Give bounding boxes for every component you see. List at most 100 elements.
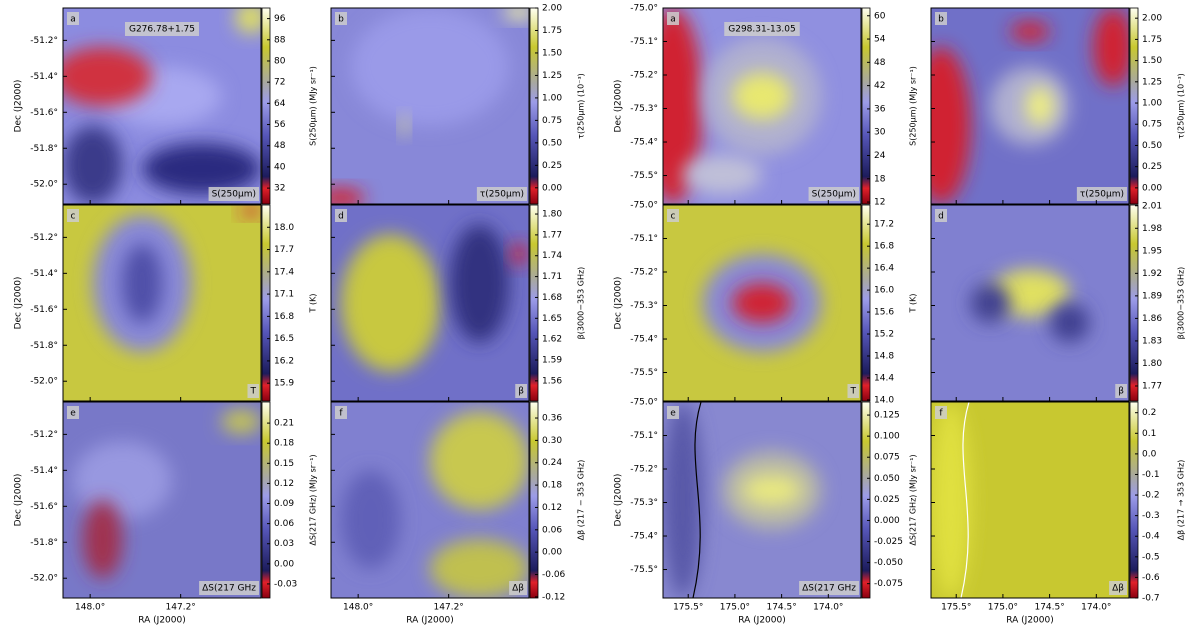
colorbar-tick-label: 18 bbox=[874, 174, 886, 184]
y-tick-label: -75.3° bbox=[630, 301, 658, 311]
colorbar-tick-label: 36 bbox=[874, 104, 886, 114]
image-feature bbox=[331, 188, 365, 204]
colorbar-tick-label: 0.12 bbox=[542, 503, 562, 513]
x-tick-label: 174.5° bbox=[1034, 603, 1064, 613]
panel-letter: e bbox=[70, 409, 76, 419]
image-feature bbox=[1093, 8, 1129, 87]
image-feature bbox=[970, 283, 1011, 323]
image-feature bbox=[1049, 303, 1090, 343]
colorbar-tick-label: -0.6 bbox=[1142, 573, 1160, 583]
colorbar-label: ΔS(217 GHz) (MJy sr⁻¹) bbox=[909, 454, 918, 545]
image-feature bbox=[63, 125, 123, 204]
image-feature bbox=[511, 242, 528, 266]
colorbar-tick-label: 96 bbox=[274, 14, 286, 24]
y-tick-label: -51.2° bbox=[30, 430, 58, 440]
colorbar-tick-label: 0.25 bbox=[1142, 162, 1162, 172]
image-feature bbox=[742, 474, 802, 506]
colorbar-tick-label: 15.2 bbox=[874, 330, 894, 340]
colorbar-tick-label: 1.00 bbox=[542, 93, 562, 103]
panel-label: S(250μm) bbox=[212, 190, 256, 200]
contour-line bbox=[692, 402, 702, 598]
panel-label: T bbox=[850, 387, 857, 397]
y-tick-label: -51.4° bbox=[30, 269, 58, 279]
colorbar-tick-label: 16.8 bbox=[874, 242, 894, 252]
panel-label: Δβ bbox=[1112, 584, 1124, 594]
panel-frame bbox=[62, 204, 262, 402]
panel-image bbox=[931, 402, 1129, 598]
panel-label-box bbox=[808, 187, 859, 201]
colorbar-tick-label: -0.050 bbox=[874, 558, 903, 568]
colorbar-tick-label: 1.92 bbox=[1142, 269, 1162, 279]
colorbar-tick-label: 0.050 bbox=[874, 474, 900, 484]
colorbar-tick-label: 1.56 bbox=[542, 376, 562, 386]
panel-letter: b bbox=[938, 15, 944, 25]
y-tick-label: -75.5° bbox=[630, 565, 658, 575]
colorbar-tick-label: -0.5 bbox=[1142, 552, 1160, 562]
y-tick-label: -51.8° bbox=[30, 341, 58, 351]
y-axis-label: Dec (J2000) bbox=[14, 474, 24, 527]
y-tick-label: -75.1° bbox=[630, 431, 658, 441]
colorbar-label: T (K) bbox=[309, 294, 318, 314]
colorbar-tick-label: 0.000 bbox=[874, 516, 900, 526]
colorbar-tick-label: 1.95 bbox=[1142, 246, 1162, 256]
colorbar-tick-label: -0.03 bbox=[274, 579, 297, 589]
panel-letter: a bbox=[70, 15, 76, 25]
y-tick-label: -75.3° bbox=[630, 498, 658, 508]
y-tick-label: -52.0° bbox=[30, 574, 58, 584]
x-axis-label: RA (J2000) bbox=[738, 616, 786, 626]
image-feature bbox=[931, 47, 971, 204]
panel-image bbox=[63, 402, 261, 598]
image-feature bbox=[990, 269, 1070, 317]
colorbar bbox=[1129, 401, 1139, 599]
colorbar-label: ΔS(217 GHz) (MJy sr⁻¹) bbox=[309, 454, 318, 545]
panel-frame bbox=[930, 204, 1130, 402]
panel-letter-box bbox=[335, 12, 347, 25]
colorbar bbox=[1129, 7, 1139, 205]
panel-label-box bbox=[515, 384, 527, 398]
colorbar-tick-label: 12 bbox=[874, 198, 885, 208]
y-tick-label: -75.2° bbox=[630, 71, 658, 81]
colorbar-tick-label: -0.2 bbox=[1142, 491, 1160, 501]
colorbar-tick-label: 0.21 bbox=[274, 419, 294, 429]
y-axis-label: Dec (J2000) bbox=[614, 277, 624, 330]
y-tick-label: -51.2° bbox=[30, 233, 58, 243]
image-feature bbox=[430, 411, 529, 510]
image-feature bbox=[682, 155, 763, 195]
colorbar-tick-label: 0.12 bbox=[274, 479, 294, 489]
colorbar-tick-label: 2.00 bbox=[542, 4, 562, 14]
panel-image bbox=[663, 8, 861, 204]
colorbar-tick-label: 1.62 bbox=[542, 335, 562, 345]
panel-label: T bbox=[250, 387, 257, 397]
panel-frame bbox=[662, 204, 862, 402]
colorbar-tick-label: 17.4 bbox=[274, 267, 294, 277]
colorbar-tick-label: -0.12 bbox=[542, 592, 565, 602]
colorbar-label: τ(250μm) (10⁻³) bbox=[1177, 73, 1186, 139]
colorbar-tick-label: 0.09 bbox=[274, 499, 294, 509]
y-tick-label: -52.0° bbox=[30, 377, 58, 387]
colorbar-tick-label: -0.4 bbox=[1142, 532, 1160, 542]
y-tick-label: -51.6° bbox=[30, 502, 58, 512]
y-tick-label: -75.0° bbox=[630, 201, 658, 211]
y-tick-label: -51.4° bbox=[30, 466, 58, 476]
panel-letter-box bbox=[335, 209, 347, 222]
colorbar-tick-label: 0.15 bbox=[274, 459, 294, 469]
colorbar bbox=[261, 204, 271, 402]
image-feature bbox=[142, 143, 261, 195]
panel-image bbox=[63, 8, 261, 204]
colorbar-tick-label: 0.75 bbox=[1142, 120, 1162, 130]
colorbar-tick-label: 40 bbox=[274, 162, 286, 172]
panel-letter: a bbox=[670, 15, 676, 25]
colorbar-tick-label: 0.125 bbox=[874, 411, 900, 421]
colorbar-label: Δβ (217 − 353 GHz) bbox=[577, 460, 586, 541]
x-tick-label: 175.5° bbox=[941, 603, 971, 613]
colorbar-tick-label: 72 bbox=[274, 78, 285, 88]
panel-label-box bbox=[799, 581, 859, 595]
panel-label: β bbox=[518, 387, 524, 397]
colorbar-tick-label: 56 bbox=[274, 120, 286, 130]
y-tick-label: -52.0° bbox=[30, 180, 58, 190]
colorbar-tick-label: 0.00 bbox=[1142, 183, 1162, 193]
image-feature bbox=[663, 402, 703, 598]
colorbar-tick-label: 18.0 bbox=[274, 223, 294, 233]
y-tick-label: -75.2° bbox=[630, 465, 658, 475]
x-tick-label: 175.0° bbox=[720, 603, 750, 613]
